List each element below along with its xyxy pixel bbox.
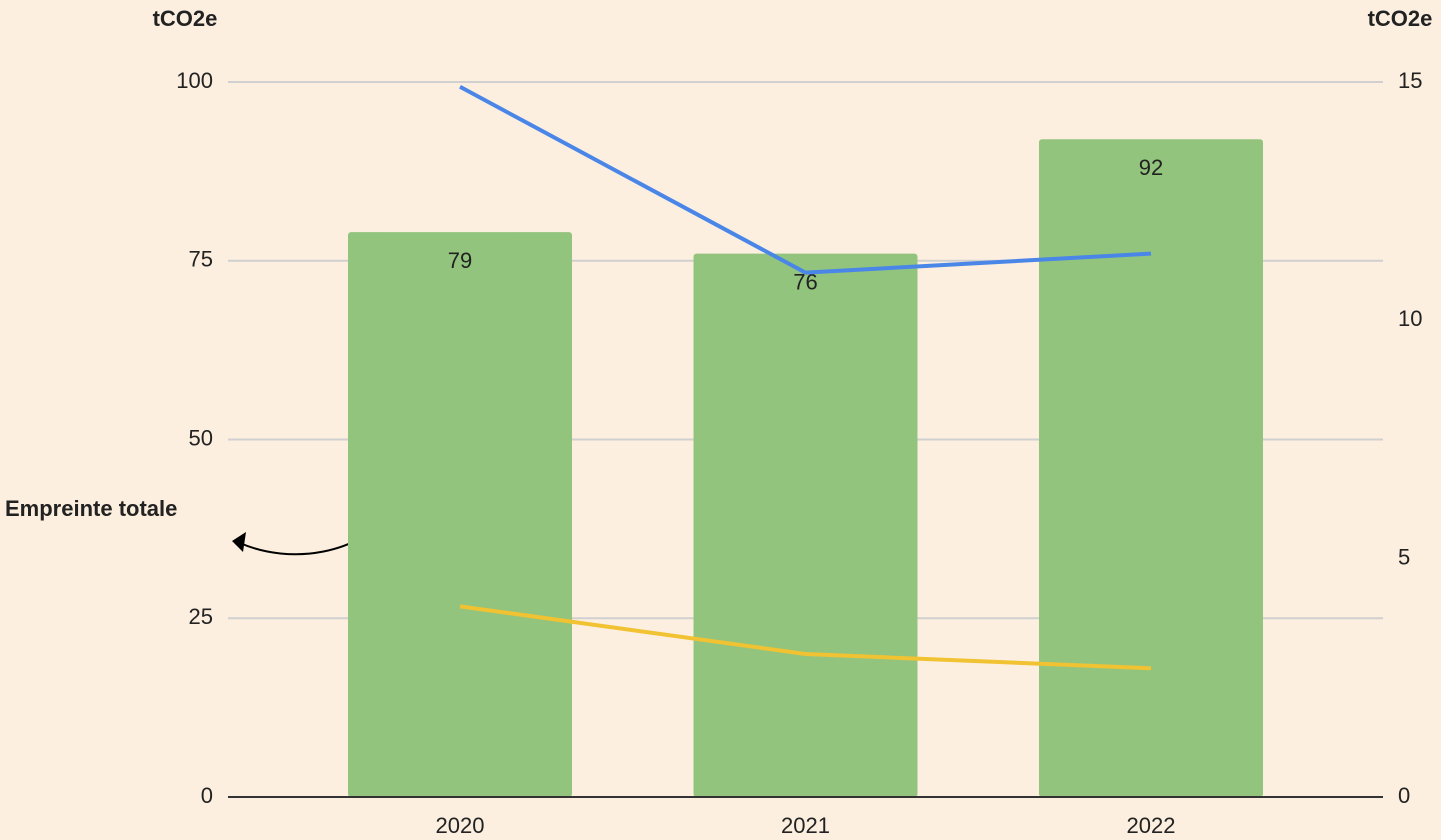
y-tick-label: 100 (176, 68, 213, 93)
x-tick-label: 2022 (1127, 813, 1176, 838)
bar (693, 253, 918, 798)
y-axis-label: tCO2e (153, 6, 218, 31)
line (459, 604, 1152, 671)
y-tick-label: 75 (189, 247, 213, 272)
y2-tick-label: 15 (1398, 68, 1422, 93)
arrow-head (232, 532, 246, 552)
annotation: Empreinte totale (5, 496, 177, 521)
y2-axis-label: tCO2e (1368, 6, 1433, 31)
y-tick-label: 25 (189, 604, 213, 629)
y2-tick-label: 0 (1398, 783, 1410, 808)
x-tick-label: 2020 (436, 813, 485, 838)
line (459, 85, 1152, 275)
data-label: 79 (448, 248, 472, 273)
bar (1039, 139, 1263, 797)
y2-tick-label: 5 (1398, 544, 1410, 569)
y-tick-label: 0 (201, 783, 213, 808)
y2-tick-label: 10 (1398, 306, 1422, 331)
y-tick-label: 50 (189, 425, 213, 450)
x-tick-label: 2021 (781, 813, 830, 838)
bar (348, 232, 572, 797)
data-label: 92 (1139, 155, 1163, 180)
